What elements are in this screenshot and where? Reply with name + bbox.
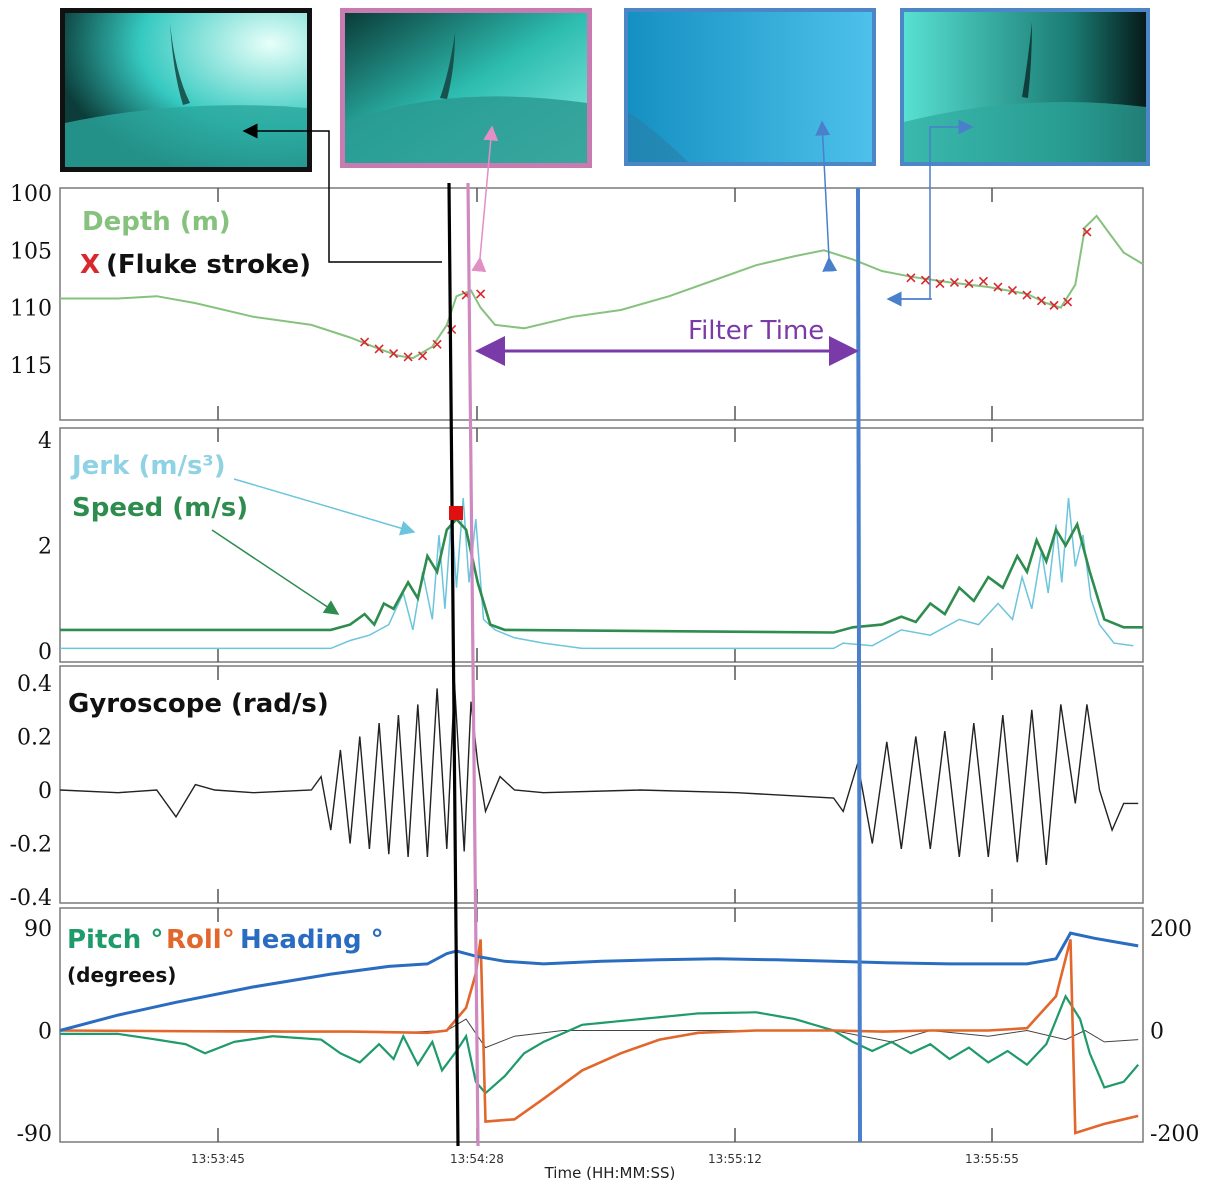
x-tick-label-3: 13:55:12 (708, 1152, 762, 1166)
roll-line (59, 939, 1139, 1135)
fluke-stroke-marker-10 (906, 273, 916, 283)
camera-frame-1 (60, 8, 312, 172)
y2-tick-label-2: 0 (1150, 1020, 1164, 1045)
y-tick-label-4-1: 90 (24, 917, 52, 942)
heading-line (59, 931, 1139, 1032)
fluke-stroke-marker-12 (935, 279, 945, 289)
fluke-stroke-marker-20 (1049, 300, 1059, 310)
fluke-stroke-marker-2 (374, 344, 384, 354)
y-tick-label-1-2: 105 (10, 239, 52, 264)
y2-tick-label-3: -200 (1150, 1122, 1199, 1147)
y2-tick-label-1: 200 (1150, 917, 1192, 942)
speed-label: Speed (m/s) (72, 493, 248, 523)
fluke-stroke-marker-6 (432, 339, 442, 349)
fluke-stroke-marker-15 (978, 276, 989, 286)
fluke-stroke-marker-19 (1036, 296, 1047, 306)
speed-pointer-arrow (211, 529, 340, 615)
fluke-stroke-label: (Fluke stroke) (106, 250, 311, 280)
fluke-stroke-marker-16 (993, 282, 1003, 292)
panel-frame-3 (59, 665, 1144, 904)
gyro-title: Gyroscope (rad/s) (68, 689, 329, 719)
x-tick-label-4: 13:55:55 (965, 1152, 1019, 1166)
fluke-stroke-marker-3 (389, 348, 399, 359)
depth-line (60, 214, 1144, 360)
camera-2-event-line (466, 182, 480, 1147)
jerk-label: Jerk (m/s³) (70, 451, 226, 481)
y-tick-label-2-2: 2 (38, 535, 52, 560)
jerk-pointer-arrow (233, 478, 416, 536)
y-tick-label-1-3: 110 (10, 297, 52, 322)
x-tick-label-2: 13:54:28 (450, 1152, 504, 1166)
y-tick-label-2-3: 4 (38, 429, 52, 454)
camera-frame-2-image (345, 13, 587, 163)
x-tick-label-1: 13:53:45 (191, 1152, 245, 1166)
fluke-stroke-marker-11 (920, 275, 930, 285)
fluke-stroke-marker-9 (476, 289, 486, 299)
y-tick-label-4-2: 0 (38, 1020, 52, 1045)
degrees-label: (degrees) (67, 963, 176, 987)
camera-frame-3-image (628, 12, 872, 162)
frame-3-connector (815, 120, 838, 272)
pitch-label: Pitch ° (67, 925, 163, 955)
filter-time-label: Filter Time (688, 316, 824, 346)
pitch-line (60, 993, 1140, 1095)
frame-1-connector (242, 123, 442, 263)
y-tick-label-4-3: -90 (17, 1122, 52, 1147)
fluke-event-line (447, 182, 460, 1147)
y-tick-label-1-4: 115 (10, 354, 52, 379)
panel-frame-2 (59, 427, 1144, 663)
fluke-stroke-marker-17 (1007, 285, 1018, 296)
y-tick-label-1-1: 100 (10, 182, 52, 207)
fluke-stroke-marker-21 (1063, 297, 1073, 307)
y-tick-label-2-1: 0 (38, 640, 52, 665)
y-tick-label-3-4: -0.2 (10, 833, 52, 858)
y-tick-label-3-1: 0.4 (17, 672, 52, 697)
panel-frame-1 (59, 187, 1144, 421)
x-axis-title: Time (HH:MM:SS) (544, 1164, 676, 1182)
fluke-stroke-marker-13 (949, 277, 960, 288)
fluke-stroke-marker-18 (1022, 290, 1032, 300)
fluke-stroke-marker-5 (418, 351, 428, 361)
y-tick-label-3-5: -0.4 (10, 886, 52, 911)
frame-2-connector (471, 125, 499, 273)
camera-frame-1-image (65, 13, 307, 167)
fluke-stroke-marker-22 (1082, 227, 1092, 237)
fluke-stroke-marker-4 (403, 352, 413, 362)
gyroscope-line (59, 682, 1139, 865)
fluke-stroke-marker-1 (360, 337, 370, 347)
frame-4-connector (890, 119, 974, 300)
heading-label: Heading ° (240, 925, 384, 955)
camera-frame-4-image (904, 12, 1146, 162)
panel-frame-4 (59, 907, 1144, 1143)
peak-speed-marker (449, 506, 463, 520)
depth-title: Depth (m) (82, 207, 231, 237)
fluke-marker-legend: X (80, 250, 100, 280)
camera-frame-2 (340, 8, 592, 168)
roll-label: Roll° (166, 925, 235, 955)
jerk-line (60, 497, 1134, 650)
speed-line (60, 517, 1143, 634)
y-tick-label-3-3: 0 (38, 779, 52, 804)
camera-frame-3 (624, 8, 876, 166)
y-tick-label-3-2: 0.2 (17, 726, 52, 751)
camera-frame-4 (900, 8, 1150, 166)
fluke-stroke-marker-14 (964, 279, 974, 289)
filter-end-line (856, 187, 862, 1143)
